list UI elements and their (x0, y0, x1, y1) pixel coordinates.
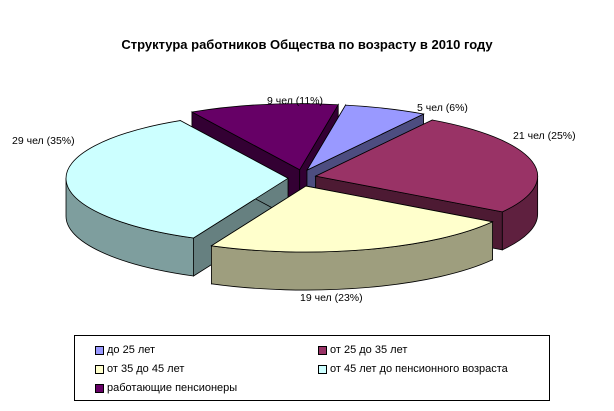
legend-swatch (95, 345, 104, 355)
legend-label: от 45 лет до пенсионного возраста (330, 363, 508, 375)
slice-25-35 (314, 119, 538, 213)
legend-swatch (318, 364, 327, 374)
data-label-35-45: 19 чел (23%) (300, 292, 363, 304)
legend-swatch (95, 383, 104, 393)
slice-under-25 (305, 104, 425, 172)
pie-group (65, 103, 539, 291)
legend-item-under-25: до 25 лет (95, 344, 155, 356)
legend-item-35-45: от 35 до 45 лет (95, 363, 184, 375)
data-label-45-pension: 29 чел (35%) (12, 135, 75, 147)
data-label-25-35: 21 чел (25%) (513, 130, 576, 142)
legend-label: от 35 до 45 лет (107, 363, 185, 375)
legend-item-45-pension: от 45 лет до пенсионного возраста (318, 363, 508, 375)
legend-label: до 25 лет (107, 344, 156, 356)
chart-legend: до 25 лет от 25 до 35 лет от 35 до 45 ле… (74, 335, 550, 401)
data-label-pensioners: 9 чел (11%) (267, 95, 323, 107)
slice-pensioners (190, 103, 339, 171)
legend-label: от 25 до 35 лет (330, 344, 408, 356)
legend-label: работающие пенсионеры (107, 382, 238, 394)
legend-swatch (318, 345, 327, 355)
slice-45-pension (65, 120, 289, 239)
legend-swatch (95, 364, 104, 374)
slice-35-45 (210, 185, 494, 253)
legend-item-pensioners: работающие пенсионеры (95, 382, 237, 394)
data-label-under-25: 5 чел (6%) (417, 102, 468, 114)
legend-item-25-35: от 25 до 35 лет (318, 344, 407, 356)
chart-title: Структура работников Общества по возраст… (121, 37, 493, 52)
